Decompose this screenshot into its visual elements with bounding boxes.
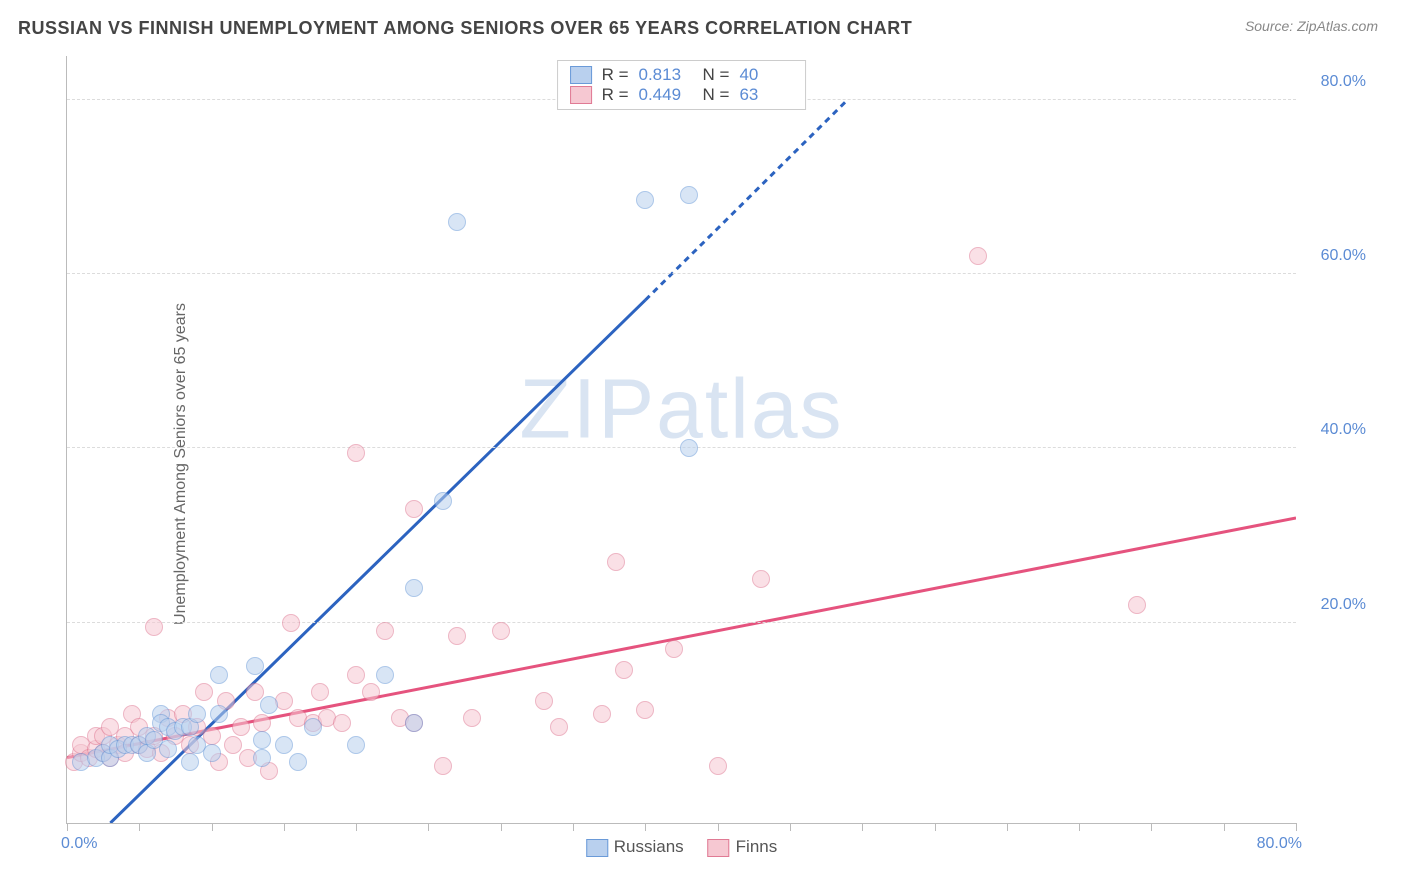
legend-swatch [586,839,608,857]
x-tick [718,823,719,831]
scatter-point-russians [289,753,307,771]
y-tick-label: 20.0% [1321,596,1366,614]
chart-container: Unemployment Among Seniors over 65 years… [48,56,1386,872]
gridline [67,273,1296,274]
scatter-point-russians [210,705,228,723]
x-tick [935,823,936,831]
x-tick [428,823,429,831]
scatter-point-russians [405,714,423,732]
scatter-point-finns [550,718,568,736]
x-tick [862,823,863,831]
scatter-point-russians [253,731,271,749]
scatter-point-finns [615,661,633,679]
scatter-point-russians [203,744,221,762]
x-tick [1151,823,1152,831]
scatter-point-finns [347,444,365,462]
scatter-point-finns [1128,596,1146,614]
gridline [67,622,1296,623]
scatter-point-finns [195,683,213,701]
scatter-point-finns [246,683,264,701]
scatter-point-finns [492,622,510,640]
chart-title: RUSSIAN VS FINNISH UNEMPLOYMENT AMONG SE… [18,18,912,39]
x-tick [1296,823,1297,831]
scatter-point-finns [448,627,466,645]
scatter-point-finns [665,640,683,658]
legend-swatch [708,839,730,857]
scatter-point-finns [593,705,611,723]
x-axis-max-label: 80.0% [1257,835,1302,853]
scatter-point-russians [680,186,698,204]
scatter-point-russians [347,736,365,754]
y-tick-label: 60.0% [1321,247,1366,265]
y-tick-label: 40.0% [1321,421,1366,439]
legend-swatch [570,66,592,84]
series-legend: Russians Finns [586,837,778,857]
trend-lines [67,56,1296,823]
scatter-point-finns [535,692,553,710]
scatter-point-finns [376,622,394,640]
scatter-point-russians [246,657,264,675]
plot-area: ZIPatlas R =0.813N =40R =0.449N =63 0.0%… [66,56,1296,824]
scatter-point-russians [159,740,177,758]
scatter-point-finns [347,666,365,684]
x-tick [501,823,502,831]
x-axis-min-label: 0.0% [61,835,97,853]
legend-item: Russians [586,837,684,857]
legend-swatch [570,86,592,104]
scatter-point-russians [680,439,698,457]
x-tick [790,823,791,831]
scatter-point-russians [405,579,423,597]
scatter-point-finns [463,709,481,727]
y-tick-label: 80.0% [1321,73,1366,91]
x-tick [67,823,68,831]
scatter-point-finns [333,714,351,732]
scatter-point-russians [376,666,394,684]
scatter-point-russians [434,492,452,510]
x-tick [1079,823,1080,831]
x-tick [212,823,213,831]
x-tick [139,823,140,831]
scatter-point-finns [607,553,625,571]
scatter-point-finns [709,757,727,775]
scatter-point-finns [232,718,250,736]
scatter-point-russians [448,213,466,231]
scatter-point-finns [752,570,770,588]
scatter-point-finns [311,683,329,701]
scatter-point-finns [434,757,452,775]
x-tick [1007,823,1008,831]
scatter-point-russians [181,753,199,771]
correlation-legend: R =0.813N =40R =0.449N =63 [557,60,807,110]
scatter-point-finns [253,714,271,732]
scatter-point-finns [405,500,423,518]
scatter-point-finns [362,683,380,701]
scatter-point-russians [188,705,206,723]
legend-item: Finns [708,837,778,857]
scatter-point-finns [145,618,163,636]
legend-row: R =0.449N =63 [570,85,794,105]
scatter-point-finns [636,701,654,719]
scatter-point-russians [304,718,322,736]
scatter-point-russians [260,696,278,714]
source-attribution: Source: ZipAtlas.com [1245,18,1378,34]
scatter-point-russians [636,191,654,209]
scatter-point-finns [282,614,300,632]
x-tick [356,823,357,831]
x-tick [645,823,646,831]
scatter-point-russians [253,749,271,767]
scatter-point-finns [969,247,987,265]
x-tick [1224,823,1225,831]
scatter-point-finns [224,736,242,754]
scatter-point-russians [210,666,228,684]
x-tick [573,823,574,831]
x-tick [284,823,285,831]
legend-row: R =0.813N =40 [570,65,794,85]
scatter-point-russians [275,736,293,754]
